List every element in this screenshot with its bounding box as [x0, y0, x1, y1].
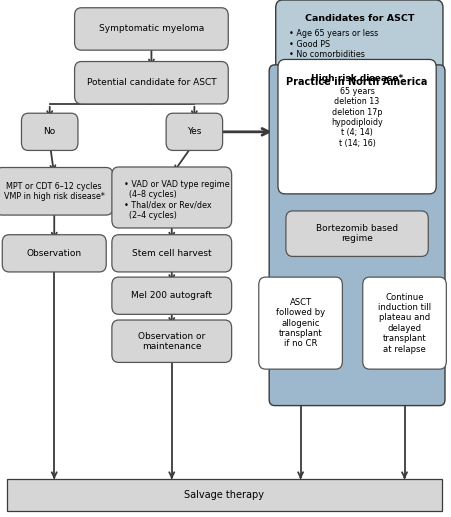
FancyBboxPatch shape	[285, 211, 428, 256]
Text: Continue
induction till
plateau and
delayed
transplant
at relapse: Continue induction till plateau and dela…	[377, 293, 430, 354]
FancyBboxPatch shape	[2, 235, 106, 272]
FancyBboxPatch shape	[112, 167, 231, 228]
Text: Yes: Yes	[187, 127, 201, 136]
FancyBboxPatch shape	[112, 235, 231, 272]
Text: • Age 65 years or less
• Good PS
• No comorbidities: • Age 65 years or less • Good PS • No co…	[289, 29, 377, 59]
Text: Observation or
maintenance: Observation or maintenance	[138, 331, 205, 351]
FancyBboxPatch shape	[112, 277, 231, 314]
Text: Potential candidate for ASCT: Potential candidate for ASCT	[87, 78, 216, 87]
Text: Symptomatic myeloma: Symptomatic myeloma	[99, 24, 203, 34]
Text: Observation: Observation	[27, 249, 82, 258]
Text: Mel 200 autograft: Mel 200 autograft	[131, 291, 212, 300]
FancyBboxPatch shape	[74, 8, 228, 50]
FancyBboxPatch shape	[258, 277, 342, 369]
FancyBboxPatch shape	[0, 168, 113, 215]
Text: Candidates for ASCT: Candidates for ASCT	[304, 13, 413, 23]
Text: ASCT
followed by
allogenic
transplant
if no CR: ASCT followed by allogenic transplant if…	[276, 298, 324, 348]
Text: MPT or CDT 6–12 cycles
VMP in high risk disease*: MPT or CDT 6–12 cycles VMP in high risk …	[4, 181, 105, 201]
FancyBboxPatch shape	[275, 0, 442, 72]
FancyBboxPatch shape	[22, 113, 78, 150]
Text: High risk disease*: High risk disease*	[310, 74, 402, 83]
Text: Salvage therapy: Salvage therapy	[184, 490, 263, 500]
FancyBboxPatch shape	[269, 65, 444, 405]
FancyBboxPatch shape	[166, 113, 222, 150]
FancyBboxPatch shape	[74, 62, 228, 104]
Text: 65 years
deletion 13
deletion 17p
hypodiploidy
t (4; 14)
t (14; 16): 65 years deletion 13 deletion 17p hypodi…	[331, 87, 382, 148]
FancyBboxPatch shape	[277, 59, 435, 194]
Bar	[7, 479, 441, 511]
FancyBboxPatch shape	[112, 320, 231, 362]
Text: Bortezomib based
regime: Bortezomib based regime	[315, 224, 397, 244]
FancyBboxPatch shape	[362, 277, 446, 369]
Text: • VAD or VAD type regime
  (4–8 cycles)
• Thal/dex or Rev/dex
  (2–4 cycles): • VAD or VAD type regime (4–8 cycles) • …	[124, 180, 229, 220]
Text: No: No	[43, 127, 56, 136]
Text: Stem cell harvest: Stem cell harvest	[132, 249, 211, 258]
Text: Practice in North America: Practice in North America	[286, 78, 427, 87]
